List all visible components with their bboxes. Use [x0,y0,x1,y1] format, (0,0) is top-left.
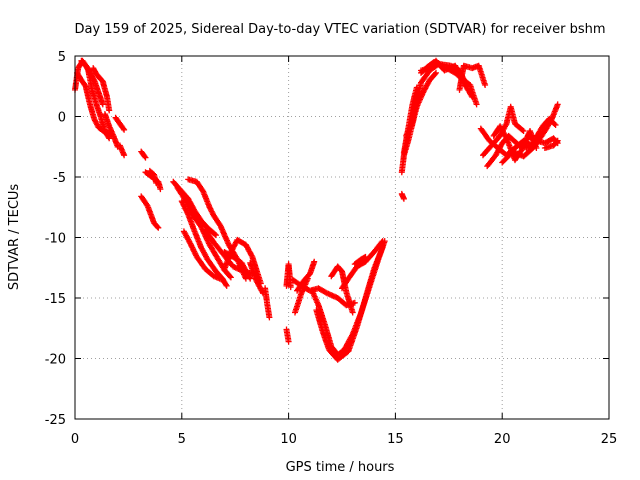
data-point [120,125,127,132]
data-point [219,276,226,283]
data-point [213,232,219,239]
data-point [266,314,273,321]
data-point [246,274,253,281]
data-point [351,299,358,306]
data-point [362,253,369,260]
data-point [552,122,559,128]
data-point [106,107,113,114]
data-point [554,137,561,144]
data-point [502,122,509,129]
data-point [432,71,439,77]
data-point [469,94,476,101]
x-axis-label: GPS time / hours [286,460,395,475]
data-point [433,69,439,76]
data-point [378,239,385,246]
data-point [554,101,561,108]
x-tick-label: 15 [387,432,404,447]
data-point [223,282,230,289]
data-point [153,180,160,186]
data-point [231,264,238,271]
data-point [180,202,187,209]
x-tick-label: 5 [178,432,186,447]
chart-title: Day 159 of 2025, Sidereal Day-to-day VTE… [74,22,605,37]
data-point [519,127,526,134]
data-point [468,92,475,99]
data-point [247,275,254,282]
data-points [72,57,561,363]
y-tick-label: -25 [45,413,66,428]
data-point [188,243,195,250]
data-point [473,101,480,108]
data-point [551,121,558,127]
grid-lines [75,56,609,419]
x-tick-label: 25 [601,432,618,447]
x-tick-label: 0 [71,432,79,447]
y-tick-label: -10 [45,232,66,247]
data-point [121,152,128,159]
x-tick-label: 20 [494,432,511,447]
x-tick-label: 10 [280,432,297,447]
data-point [227,273,233,280]
data-point [211,231,218,238]
data-point [482,82,489,88]
data-point [400,195,407,202]
data-point [553,138,560,145]
data-point [157,186,164,193]
data-point [99,101,106,108]
data-point [81,82,88,88]
y-tick-label: -20 [45,353,66,368]
data-point [287,284,294,291]
data-point [379,238,386,245]
y-tick-label: 0 [58,111,66,126]
data-point [227,274,234,281]
y-tick-label: -5 [53,171,66,186]
data-point [520,128,527,134]
data-point [155,224,162,231]
data-point [142,154,149,161]
data-point [413,84,420,91]
data-point [141,153,148,160]
data-point [190,247,197,254]
data-point [304,275,311,282]
axis-ticks: 0 5 10 15 20 25 -25 -20 -15 -10 -5 0 5 [45,50,618,447]
data-point [154,223,161,230]
data-point [285,338,292,345]
y-tick-label: -15 [45,292,66,307]
data-point [222,281,229,288]
data-point [106,135,113,142]
y-tick-label: 5 [58,50,66,65]
y-axis-label: SDTVAR / TECUs [7,184,22,291]
data-point [349,309,356,316]
data-point [121,126,128,133]
data-point [311,258,318,265]
